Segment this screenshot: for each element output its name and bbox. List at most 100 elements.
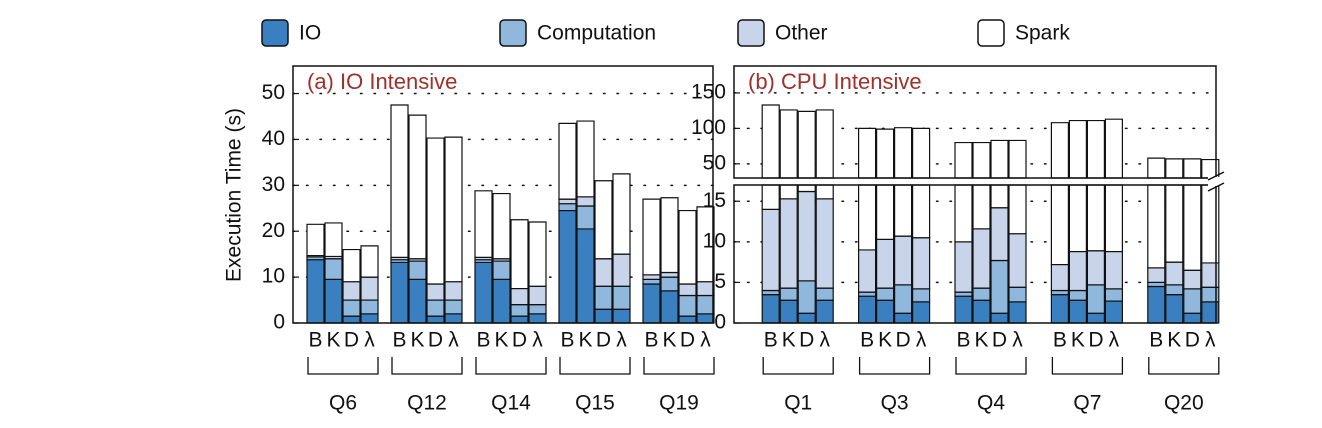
bar-segment [342,281,361,301]
bar-segment [1086,284,1105,314]
break-mark [1207,171,1225,181]
group-bracket [762,357,834,375]
x-tick-label: D [512,329,527,352]
x-tick-label: λ [616,329,627,352]
x-tick-label: λ [532,329,543,352]
y-tick-label: 10 [262,265,285,288]
y-tick-label: 40 [262,127,285,150]
x-tick-label: K [878,329,892,352]
bar-segment [444,136,463,283]
bar-segment [342,248,361,283]
bar-segment [815,198,834,289]
bar-segment [306,259,325,324]
bar-segment [858,295,877,324]
bar-segment [954,295,973,324]
bar-segment [972,228,991,289]
bar-segment [528,285,547,306]
legend-swatch [977,19,1005,47]
y-tick-label: 20 [262,219,285,242]
bar-segment [510,315,529,324]
bar-segment [678,209,697,285]
x-tick-label: K [494,329,508,352]
bar-segment [492,278,511,324]
bar-segment [444,281,463,301]
bar-segment [1165,158,1184,263]
bar-segment [408,278,427,324]
bar-segment [990,207,1009,262]
bar-segment [510,304,529,317]
bar-segment [360,313,379,324]
bar-segment [696,294,715,315]
bar-segment [912,288,931,303]
break-gap [1208,177,1224,186]
bar-segment [642,283,661,324]
x-tick-label: D [896,329,911,352]
group-label: Q19 [659,392,699,415]
group-label: Q4 [977,392,1005,415]
bar-segment [912,301,931,324]
bar-segment [660,276,679,292]
plot-frame [292,65,714,324]
legend-label: Spark [1015,22,1070,45]
legend-swatch [261,19,289,47]
legend-swatch [737,19,765,47]
y-tick-label: 50 [262,81,285,104]
bar-segment [612,308,631,324]
bar-segment [761,104,780,210]
group-bracket [1051,357,1124,375]
bar-segment [876,128,895,240]
bar-segment [954,291,973,297]
bar-segment [797,110,816,193]
x-tick-label: B [560,329,574,352]
bar-segment [858,127,877,251]
bar-segment [912,237,931,290]
bar-segment [858,291,877,297]
bar-segment [972,287,991,301]
bar-segment [642,278,661,285]
bar-segment [342,315,361,324]
bar-segment [426,315,445,324]
bar-segment [660,271,679,278]
bar-segment [797,280,816,314]
bar-segment [660,290,679,324]
y-axis-label: Execution Time (s) [223,108,246,282]
bar-segment [1050,122,1069,266]
panel-title: (b) CPU Intensive [748,69,922,94]
bar-segment [858,249,877,293]
bar-segment [426,299,445,317]
bar-segment [779,287,798,301]
bar-segment [1147,157,1166,269]
bar-segment [594,308,613,324]
bar-segment [815,299,834,324]
plot-frame [733,184,1217,324]
bar-segment [761,293,780,324]
group-bracket [955,357,1027,375]
bar-segment [576,196,595,207]
bar-segment [761,208,780,292]
bar-segment [1068,299,1087,324]
bar-segment [612,253,631,287]
bar-segment [390,261,409,324]
bar-segment [576,120,595,198]
bar-segment [1183,288,1202,314]
legend-label: IO [299,22,321,45]
bar-segment [612,285,631,310]
group-bracket [643,357,715,375]
bar-segment [894,235,913,286]
bar-segment [426,283,445,301]
group-label: Q14 [491,392,531,415]
bar-segment [1008,301,1027,324]
group-label: Q20 [1164,392,1204,415]
y-tick-label: 10 [703,229,726,252]
x-tick-label: λ [700,329,711,352]
x-tick-label: K [326,329,340,352]
bar-segment [492,260,511,281]
bar-segment [1104,288,1123,302]
bar-segment [990,312,1009,324]
bar-segment [1183,269,1202,290]
bar-segment [1050,263,1069,292]
x-tick-label: B [1053,329,1067,352]
group-bracket [858,357,931,375]
